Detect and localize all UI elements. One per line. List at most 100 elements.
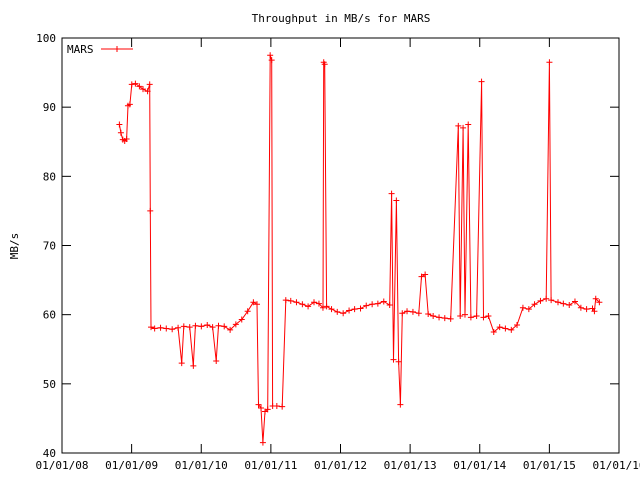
data-point xyxy=(397,401,404,408)
data-point xyxy=(490,328,497,335)
data-point xyxy=(531,301,538,308)
data-point xyxy=(282,297,289,304)
data-point xyxy=(244,308,251,315)
data-point xyxy=(144,88,151,95)
x-tick-label: 01/01/14 xyxy=(453,459,506,472)
data-point xyxy=(321,61,328,68)
legend-marker-mars xyxy=(114,46,120,52)
data-point xyxy=(496,324,503,331)
y-tick-label: 80 xyxy=(43,170,56,183)
legend-label-mars: MARS xyxy=(67,43,94,56)
data-point xyxy=(357,305,364,312)
data-point xyxy=(264,406,271,413)
data-point xyxy=(126,101,133,108)
data-point xyxy=(255,401,262,408)
data-point xyxy=(596,299,603,306)
data-point xyxy=(273,402,280,409)
data-point xyxy=(136,83,143,90)
data-point xyxy=(279,403,286,410)
y-tick-label: 90 xyxy=(43,101,56,114)
data-point xyxy=(388,190,395,197)
chart-title: Throughput in MB/s for MARS xyxy=(252,12,431,25)
data-point xyxy=(175,324,182,331)
data-point xyxy=(148,324,155,331)
data-point xyxy=(393,197,400,204)
data-point xyxy=(566,301,573,308)
data-point xyxy=(140,86,147,93)
data-point xyxy=(583,306,590,313)
data-point xyxy=(537,297,544,304)
data-point xyxy=(380,298,387,305)
data-point xyxy=(447,315,454,322)
data-point xyxy=(157,324,164,331)
data-point xyxy=(180,323,187,330)
data-point xyxy=(299,301,306,308)
y-tick-label: 50 xyxy=(43,378,56,391)
x-tick-label: 01/01/11 xyxy=(244,459,297,472)
data-point xyxy=(340,310,347,317)
data-point xyxy=(346,307,353,314)
x-tick-label: 01/01/16 xyxy=(593,459,640,472)
data-point xyxy=(415,310,422,317)
data-point xyxy=(485,313,492,320)
data-point xyxy=(259,439,266,446)
data-point xyxy=(232,321,239,328)
data-point xyxy=(254,301,261,308)
data-point xyxy=(163,325,170,332)
data-point xyxy=(221,323,228,330)
data-point xyxy=(186,324,193,331)
data-point xyxy=(502,325,509,332)
data-point xyxy=(192,322,199,329)
data-point xyxy=(386,301,393,308)
data-point xyxy=(363,302,370,309)
data-point xyxy=(555,299,562,306)
data-point xyxy=(455,122,462,129)
data-point xyxy=(323,303,330,310)
data-point xyxy=(422,271,429,278)
data-point xyxy=(508,326,515,333)
data-point xyxy=(315,300,322,307)
data-point xyxy=(409,308,416,315)
data-point xyxy=(123,135,130,142)
data-point xyxy=(374,300,381,307)
y-tick-label: 100 xyxy=(36,32,56,45)
data-point xyxy=(190,362,197,369)
data-point xyxy=(457,313,464,320)
data-point xyxy=(543,295,550,302)
data-point xyxy=(169,326,176,333)
data-point xyxy=(209,324,216,331)
data-point xyxy=(319,304,326,311)
data-point xyxy=(399,310,406,317)
data-point xyxy=(525,306,532,313)
data-point xyxy=(250,299,257,306)
data-point xyxy=(571,298,578,305)
data-point xyxy=(213,358,220,365)
data-point xyxy=(132,80,139,87)
x-tick-label: 01/01/10 xyxy=(175,459,228,472)
data-point xyxy=(436,314,443,321)
data-point xyxy=(480,314,487,321)
data-point xyxy=(268,57,275,64)
data-point xyxy=(473,313,480,320)
data-point xyxy=(404,308,411,315)
data-point xyxy=(418,273,425,280)
data-point xyxy=(204,322,211,329)
data-point xyxy=(117,129,124,136)
data-point xyxy=(548,297,555,304)
data-point xyxy=(592,295,599,302)
data-point xyxy=(151,325,158,332)
data-point xyxy=(146,81,153,88)
data-point xyxy=(328,306,335,313)
data-point xyxy=(215,322,222,329)
data-point xyxy=(311,299,318,306)
data-point xyxy=(478,78,485,85)
data-point xyxy=(267,52,274,59)
data-point xyxy=(293,299,300,306)
data-point xyxy=(238,316,245,323)
data-point xyxy=(147,207,154,214)
data-point xyxy=(430,313,437,320)
data-point xyxy=(334,308,341,315)
plot-area xyxy=(116,52,603,446)
y-tick-label: 40 xyxy=(43,447,56,460)
